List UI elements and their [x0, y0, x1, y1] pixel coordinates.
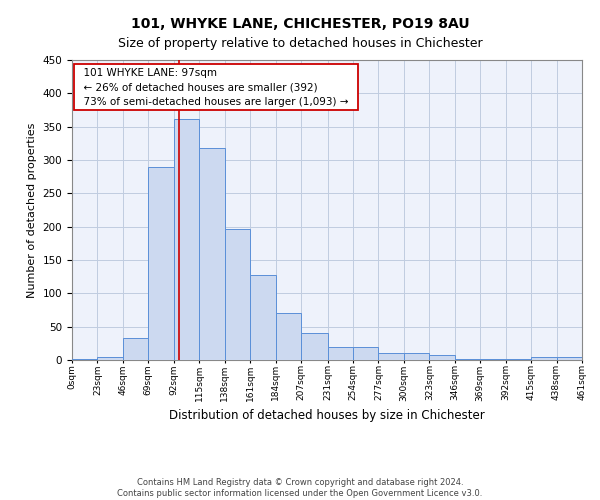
- Bar: [301, 334, 328, 360]
- Bar: [174, 118, 199, 360]
- Bar: [531, 356, 557, 360]
- Bar: [224, 228, 250, 360]
- Bar: [72, 358, 97, 360]
- Bar: [123, 338, 148, 360]
- Bar: [97, 356, 123, 360]
- Bar: [455, 358, 480, 360]
- X-axis label: Distribution of detached houses by size in Chichester: Distribution of detached houses by size …: [169, 409, 485, 422]
- Bar: [379, 354, 404, 360]
- Bar: [199, 148, 224, 360]
- Text: 101 WHYKE LANE: 97sqm
  ← 26% of detached houses are smaller (392)
  73% of semi: 101 WHYKE LANE: 97sqm ← 26% of detached …: [77, 68, 355, 107]
- Text: Contains HM Land Registry data © Crown copyright and database right 2024.
Contai: Contains HM Land Registry data © Crown c…: [118, 478, 482, 498]
- Bar: [353, 346, 379, 360]
- Text: 101, WHYKE LANE, CHICHESTER, PO19 8AU: 101, WHYKE LANE, CHICHESTER, PO19 8AU: [131, 18, 469, 32]
- Bar: [557, 358, 582, 360]
- Bar: [328, 346, 353, 360]
- Bar: [506, 358, 531, 360]
- Bar: [430, 356, 455, 360]
- Text: Size of property relative to detached houses in Chichester: Size of property relative to detached ho…: [118, 38, 482, 51]
- Bar: [275, 314, 301, 360]
- Bar: [480, 358, 506, 360]
- Bar: [148, 166, 174, 360]
- Bar: [404, 354, 430, 360]
- Y-axis label: Number of detached properties: Number of detached properties: [27, 122, 37, 298]
- Bar: [250, 276, 275, 360]
